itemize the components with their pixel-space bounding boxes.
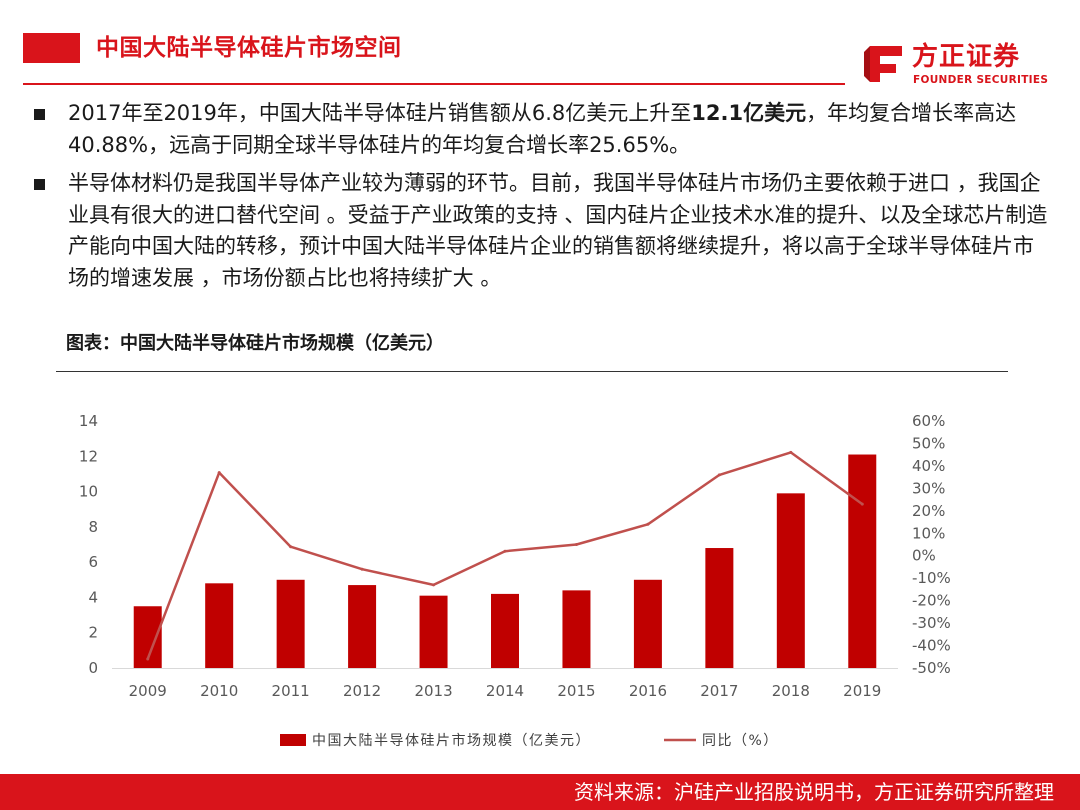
- y-right-tick-label: -20%: [912, 592, 951, 610]
- y-right-tick-label: 60%: [912, 412, 945, 430]
- bar: [776, 493, 805, 668]
- bullet-text: 2017年至2019年，中国大陆半导体硅片销售额从6.8亿美元上升至: [68, 101, 692, 125]
- bar: [562, 590, 591, 668]
- y-right-tick-label: 0%: [912, 547, 936, 565]
- founder-logo-icon: [864, 46, 902, 82]
- x-tick-label: 2018: [772, 682, 810, 700]
- yoy-point: [503, 549, 507, 553]
- legend-bar-label: 中国大陆半导体硅片市场规模（亿美元）: [312, 732, 591, 749]
- y-right-tick-label: -40%: [912, 637, 951, 655]
- yoy-point: [574, 543, 578, 546]
- logo-name-cn: 方正证券: [912, 42, 1021, 72]
- company-logo: 方正证券 FOUNDER SECURITIES: [862, 38, 1049, 94]
- bar: [848, 454, 877, 668]
- bar: [419, 595, 448, 668]
- title-accent-bar: [23, 33, 80, 63]
- legend-bar-swatch: [280, 734, 306, 746]
- y-right-tick-label: 50%: [912, 434, 945, 452]
- bullet-square-icon: [34, 109, 45, 120]
- bullet-item: 半导体材料仍是我国半导体产业较为薄弱的环节。目前，我国半导体硅片市场仍主要依赖于…: [30, 168, 1050, 294]
- bullet-text: 半导体材料仍是我国半导体产业较为薄弱的环节。目前，我国半导体硅片市场仍主要依赖于…: [68, 171, 1048, 290]
- yoy-point: [289, 545, 293, 549]
- bullet-list: 2017年至2019年，中国大陆半导体硅片销售额从6.8亿美元上升至12.1亿美…: [30, 98, 1050, 301]
- bar: [205, 583, 234, 668]
- y-right-tick-label: 30%: [912, 479, 945, 497]
- y-left-tick-label: 6: [88, 553, 98, 571]
- bar: [705, 548, 734, 668]
- title-divider: [23, 83, 845, 85]
- yoy-point: [789, 450, 793, 454]
- y-right-tick-label: 20%: [912, 502, 945, 520]
- x-tick-label: 2015: [557, 682, 595, 700]
- y-right-tick-label: -30%: [912, 614, 951, 632]
- yoy-point: [860, 502, 864, 506]
- yoy-point: [360, 567, 364, 571]
- yoy-point: [646, 522, 650, 526]
- chart-title-divider: [56, 371, 1008, 372]
- footer-bar: 资料来源：沪硅产业招股说明书，方正证券研究所整理: [0, 774, 1080, 810]
- y-right-tick-label: 10%: [912, 524, 945, 542]
- x-tick-label: 2013: [414, 682, 452, 700]
- y-left-tick-label: 10: [79, 483, 98, 501]
- legend-line-label: 同比（%）: [702, 733, 779, 749]
- x-tick-label: 2012: [343, 682, 381, 700]
- yoy-point: [717, 473, 721, 477]
- bullet-highlight: 12.1亿美元: [691, 101, 807, 125]
- y-left-tick-label: 14: [79, 412, 98, 430]
- y-right-tick-label: 40%: [912, 457, 945, 475]
- yoy-point: [146, 657, 150, 661]
- source-note: 资料来源：沪硅产业招股说明书，方正证券研究所整理: [574, 780, 1054, 804]
- bar: [633, 579, 662, 668]
- page-title: 中国大陆半导体硅片市场空间: [96, 35, 402, 61]
- chart-title: 图表：中国大陆半导体硅片市场规模（亿美元）: [66, 333, 444, 354]
- y-left-tick-label: 4: [88, 588, 98, 606]
- x-tick-label: 2017: [700, 682, 738, 700]
- bullet-square-icon: [34, 179, 45, 190]
- bullet-text-tail: ，年均复合增长率高达40.88%，远高于同期全球半导体硅片的年均复合增长率25.…: [68, 101, 1017, 157]
- bar: [348, 585, 377, 668]
- y-right-tick-label: -10%: [912, 569, 951, 587]
- y-left-tick-label: 2: [88, 624, 98, 642]
- bar: [491, 593, 519, 668]
- y-right-tick-label: -50%: [912, 659, 951, 677]
- yoy-point: [217, 471, 221, 475]
- x-tick-label: 2011: [272, 682, 310, 700]
- x-tick-label: 2019: [843, 682, 881, 700]
- yoy-point: [432, 583, 436, 587]
- y-left-tick-label: 8: [88, 518, 98, 536]
- y-left-tick-label: 12: [79, 447, 98, 465]
- market-size-chart: 0 2 4 6 8 10 12 14 -50% -40% -30% -20% -10% 0% 10% 20% 3…: [79, 412, 951, 749]
- bullet-item: 2017年至2019年，中国大陆半导体硅片销售额从6.8亿美元上升至12.1亿美…: [30, 98, 1050, 161]
- x-tick-label: 2016: [629, 682, 667, 700]
- logo-name-en: FOUNDER SECURITIES: [913, 74, 1049, 86]
- y-left-tick-label: 0: [88, 659, 98, 677]
- x-tick-label: 2009: [129, 682, 167, 700]
- x-tick-label: 2010: [200, 682, 238, 700]
- x-tick-label: 2014: [486, 682, 524, 700]
- bar: [276, 579, 305, 668]
